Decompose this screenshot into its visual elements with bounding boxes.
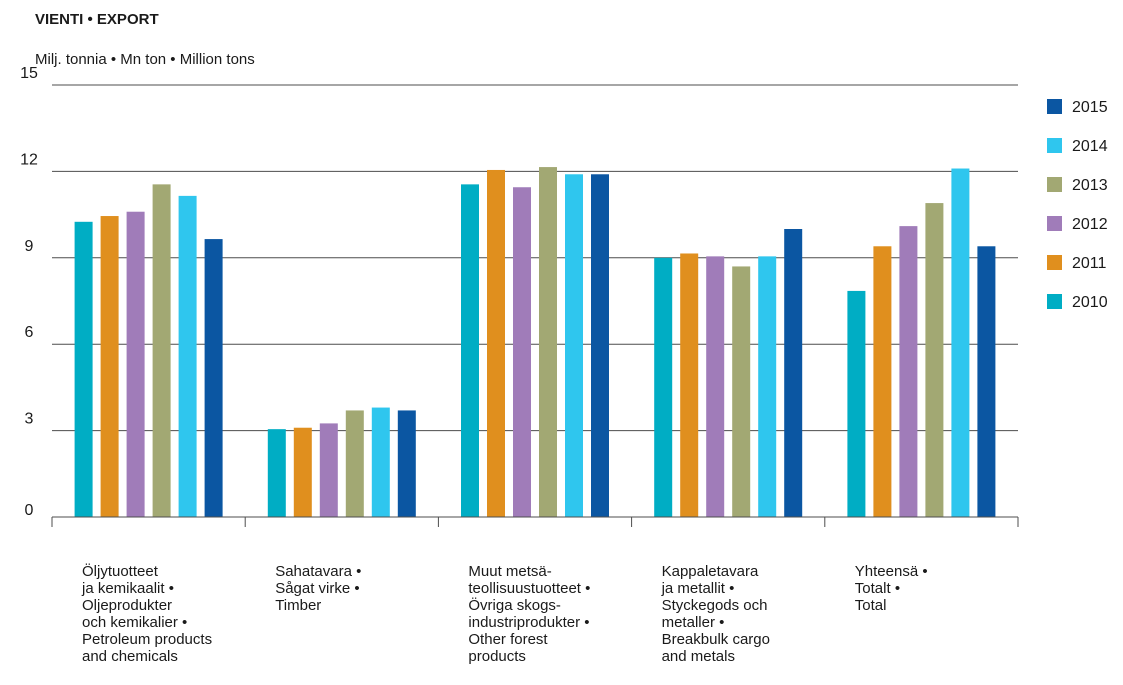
bar-2012-cat3 [513, 187, 531, 518]
bar-2013-cat2 [345, 410, 364, 517]
bar-2015-cat3 [591, 174, 609, 517]
category-label-line: Yhteensä • [855, 563, 928, 580]
category-label-line: and chemicals [82, 648, 178, 665]
bar-2010-cat2 [267, 429, 286, 517]
category-label-line: Kappaletavara [662, 563, 759, 580]
bar-2014-cat1 [178, 195, 197, 517]
category-label-line: Öljytuotteet [82, 562, 159, 580]
category-label-line: Breakbulk cargo [662, 631, 770, 648]
bar-2015-cat5 [977, 246, 996, 517]
legend-label-2012: 2012 [1072, 216, 1108, 233]
category-label-line: Övriga skogs- [468, 596, 561, 614]
category-label-line: Total [855, 597, 887, 614]
legend-label-2014: 2014 [1072, 138, 1108, 155]
legend-label-2011: 2011 [1072, 255, 1107, 272]
legend-swatch-2015 [1047, 99, 1062, 114]
category-label-line: Oljeprodukter [82, 597, 172, 614]
bar-2010-cat1 [74, 221, 93, 518]
chart-title: VIENTI • EXPORT [35, 11, 159, 28]
legend: 2015 2014 2013 2012 2011 2010 [1047, 99, 1108, 311]
bar-2011-cat2 [293, 427, 312, 517]
category-label-line: Timber [275, 597, 321, 614]
category-label-line: metaller • [662, 614, 725, 631]
legend-label-2015: 2015 [1072, 99, 1108, 116]
bar-2010-cat4 [654, 257, 673, 517]
bar-2013-cat4 [732, 266, 751, 517]
category-label-line: Sågat virke • [275, 580, 359, 597]
bars [74, 167, 996, 518]
y-axis-unit-label: Milj. tonnia • Mn ton • Million tons [35, 51, 255, 68]
bar-2015-cat1 [204, 239, 223, 517]
bar-2013-cat1 [152, 184, 171, 518]
bar-2011-cat4 [680, 253, 699, 518]
bar-2014-cat3 [565, 174, 583, 517]
y-tick-label: 0 [25, 502, 34, 519]
bar-2015-cat4 [784, 229, 803, 517]
category-label-line: and metals [662, 648, 735, 665]
legend-label-2013: 2013 [1072, 177, 1108, 194]
bar-2012-cat5 [899, 226, 918, 517]
bar-2013-cat5 [925, 203, 944, 517]
category-label-line: Styckegods och [662, 597, 768, 614]
bar-2014-cat4 [758, 256, 777, 517]
category-label-line: products [468, 648, 526, 665]
category-label-line: och kemikalier • [82, 614, 187, 631]
category-label-line: Sahatavara • [275, 563, 361, 580]
legend-swatch-2014 [1047, 138, 1062, 153]
category-label-line: Totalt • [855, 580, 900, 597]
y-tick-label: 3 [25, 411, 34, 428]
bar-2012-cat1 [126, 211, 145, 517]
category-label-line: Other forest [468, 631, 548, 648]
category-label-line: industriprodukter • [468, 614, 589, 631]
gridlines [52, 84, 1018, 432]
category-label-line: teollisuustuotteet • [468, 580, 590, 597]
bar-2011-cat5 [873, 246, 892, 517]
bar-2012-cat2 [319, 423, 338, 517]
legend-swatch-2011 [1047, 255, 1062, 270]
category-label-line: ja metallit • [661, 580, 735, 597]
bar-2013-cat3 [539, 167, 557, 517]
y-tick-label: 6 [25, 324, 34, 341]
y-axis-ticks: 0 3 6 9 12 15 [20, 65, 38, 519]
x-axis [51, 516, 1019, 527]
bar-2014-cat5 [951, 168, 970, 517]
bar-2011-cat3 [487, 169, 505, 517]
category-label-line: Petroleum products [82, 631, 212, 648]
category-label-line: Muut metsä- [468, 563, 551, 580]
bar-2012-cat4 [706, 256, 725, 517]
y-tick-label: 15 [20, 65, 38, 82]
legend-swatch-2010 [1047, 294, 1062, 309]
bar-2010-cat5 [847, 290, 866, 517]
legend-label-2010: 2010 [1072, 294, 1108, 311]
y-tick-label: 12 [20, 151, 38, 168]
category-label-line: ja kemikaalit • [81, 580, 174, 597]
legend-swatch-2012 [1047, 216, 1062, 231]
y-tick-label: 9 [25, 238, 34, 255]
bar-2011-cat1 [100, 216, 119, 518]
bar-2014-cat2 [371, 407, 390, 517]
legend-swatch-2013 [1047, 177, 1062, 192]
bar-2015-cat2 [397, 410, 416, 517]
bar-2010-cat3 [461, 184, 479, 518]
